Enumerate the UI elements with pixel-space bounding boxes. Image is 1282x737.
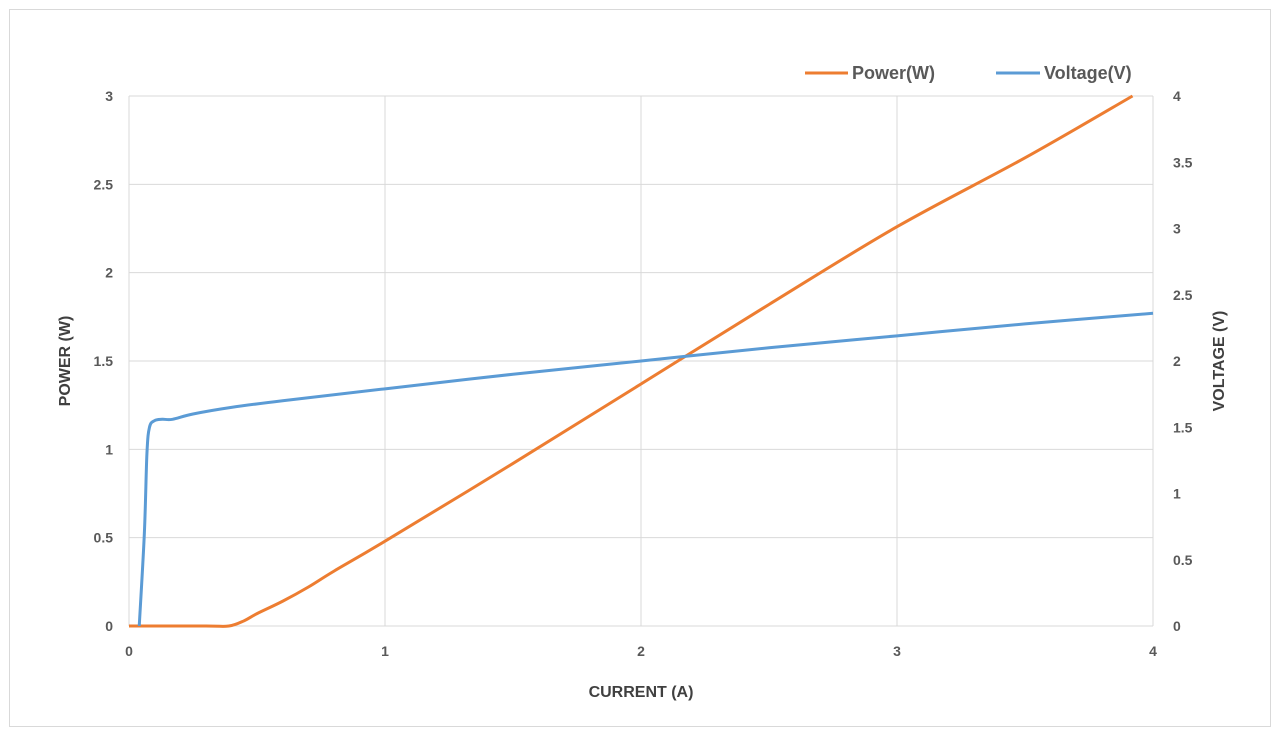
series-line-power — [129, 94, 1134, 628]
y-left-tick-label: 0.5 — [94, 530, 114, 546]
y-right-tick-label: 0.5 — [1173, 552, 1193, 568]
y-right-tick-label: 2.5 — [1173, 287, 1193, 303]
legend-label-voltage: Voltage(V) — [1044, 63, 1132, 83]
y-left-tick-label: 1.5 — [94, 353, 114, 369]
y-left-tick-label: 1 — [105, 441, 113, 457]
series-line-voltage — [137, 311, 1154, 627]
y-right-tick-label: 2 — [1173, 353, 1181, 369]
y-right-tick-label: 3.5 — [1173, 154, 1193, 170]
y-right-tick-label: 1 — [1173, 486, 1181, 502]
y-right-tick-label: 1.5 — [1173, 419, 1193, 435]
x-tick-label: 2 — [637, 643, 645, 659]
y-axis-right-title: VOLTAGE (V) — [1211, 311, 1228, 412]
legend: Power(W) Voltage(V) — [805, 63, 1132, 83]
x-axis-title: CURRENT (A) — [589, 684, 694, 701]
x-tick-label: 1 — [381, 643, 389, 659]
x-tick-label: 3 — [893, 643, 901, 659]
y-right-tick-label: 3 — [1173, 221, 1181, 237]
y-right-tick-label: 0 — [1173, 618, 1181, 634]
series-lines — [129, 94, 1154, 628]
tick-labels: 00.511.522.530 1 2 3 400.511.522.533.54 — [94, 88, 1193, 659]
y-left-tick-label: 0 — [105, 618, 113, 634]
legend-label-power: Power(W) — [852, 63, 935, 83]
y-axis-left-title: POWER (W) — [57, 316, 74, 407]
y-left-tick-label: 3 — [105, 88, 113, 104]
x-tick-label: 4 — [1149, 643, 1157, 659]
y-left-tick-label: 2 — [105, 265, 113, 281]
chart-frame — [9, 9, 1271, 727]
y-left-tick-label: 2.5 — [94, 176, 114, 192]
y-right-tick-label: 4 — [1173, 88, 1181, 104]
x-tick-label: 0 — [125, 643, 133, 659]
